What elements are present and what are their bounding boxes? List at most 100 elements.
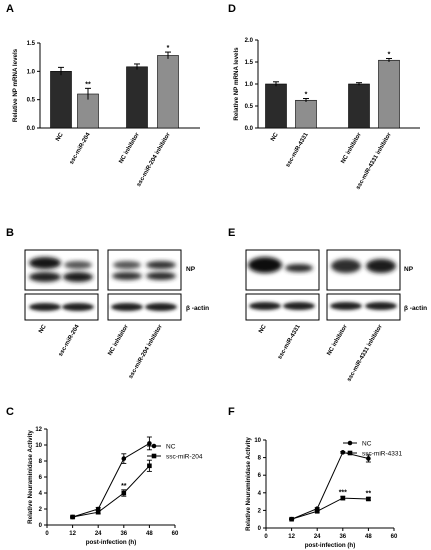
data-point [340, 495, 346, 501]
y-tick-label: 2 [39, 507, 43, 513]
x-tick-label: 12 [288, 534, 295, 540]
data-point [147, 441, 152, 446]
x-tick-label: 36 [339, 534, 346, 540]
y-tick-label: 4 [39, 491, 43, 497]
np-band [146, 261, 176, 269]
legend-label: NC [166, 443, 176, 450]
series-line [72, 465, 150, 518]
lane-label: NC [38, 323, 48, 334]
y-tick-label: 2 [258, 508, 262, 514]
actin-band [330, 302, 362, 310]
actin-band [145, 303, 177, 311]
x-category-label: ssc-miR-4331 [285, 131, 310, 168]
bar [157, 55, 179, 129]
lane-label: ssc-miR-204 [58, 323, 81, 357]
lane-label: ssc-miR-4331 inhibitor [346, 323, 384, 382]
data-point [147, 463, 152, 469]
actin-band-group-e [249, 302, 397, 310]
western-blot-e: NP β -actin NC ssc-miR-4331 NC inhibitor… [245, 249, 427, 383]
legend-marker [151, 443, 157, 449]
np-band [248, 257, 282, 273]
np-band [146, 272, 176, 280]
y-tick-label: 1.5 [27, 41, 36, 47]
np-band-group-e [248, 257, 396, 273]
actin-band-group-b [29, 303, 177, 311]
np-band [113, 261, 141, 269]
series-line [291, 497, 369, 520]
data-point [366, 496, 371, 502]
y-tick-label: 0.5 [245, 104, 254, 110]
bar [50, 71, 72, 129]
data-point [121, 490, 127, 496]
y-tick-label: 8 [39, 459, 43, 465]
panel-letter-e: E [228, 227, 235, 239]
lane-label: NC [258, 323, 268, 334]
actin-band [249, 302, 281, 310]
significance-mark: * [167, 45, 170, 52]
actin-band [62, 303, 94, 311]
x-category-label: NC inhibitor [118, 131, 141, 164]
lane-label: NC inhibitor [107, 323, 130, 356]
y-axis-title: Relative Neuraminidase Activity [245, 437, 252, 531]
legend-label: ssc-miR-204 [166, 453, 203, 460]
y-axis-title: Relative Neuraminidase Activity [27, 430, 34, 524]
legend-marker [347, 450, 353, 456]
data-point [70, 514, 75, 520]
data-point [95, 509, 101, 515]
x-category-label: ssc-miR-204 inhibitor [136, 131, 172, 187]
y-tick-label: 1.0 [245, 82, 254, 88]
x-category-label: NC [270, 131, 280, 142]
bar [265, 83, 287, 129]
y-tick-label: 0 [39, 523, 43, 529]
significance-mark: * [305, 92, 308, 99]
x-category-label: ssc-miR-204 [69, 131, 92, 165]
data-point [121, 456, 127, 461]
np-band [63, 272, 93, 282]
bar [348, 83, 370, 129]
x-axis-title: post-infection (h) [305, 542, 356, 549]
np-band-group-b [29, 257, 176, 282]
x-tick-label: 60 [391, 534, 398, 540]
lane-label: ssc-miR-204 inhibitor [128, 323, 164, 379]
actin-band [29, 303, 61, 311]
series-line [72, 442, 150, 518]
lane-label: NC inhibitor [326, 323, 349, 356]
data-point [340, 450, 346, 455]
x-category-label: NC [55, 131, 65, 142]
np-label-e: NP [404, 266, 414, 273]
np-band [29, 257, 61, 269]
x-tick-label: 12 [69, 531, 76, 537]
np-band [29, 272, 61, 282]
x-tick-label: 24 [314, 534, 321, 540]
x-tick-label: 24 [95, 531, 102, 537]
np-band [285, 264, 313, 272]
significance-mark: ** [121, 483, 127, 490]
x-tick-label: 48 [365, 534, 372, 540]
x-tick-label: 48 [146, 531, 153, 537]
np-band [331, 259, 361, 273]
significance-mark: * [388, 51, 391, 58]
bar [126, 66, 148, 129]
y-tick-label: 0.0 [27, 126, 36, 132]
actin-band [283, 302, 315, 310]
y-tick-label: 6 [39, 475, 43, 481]
y-axis-title: Relative NP mRNA levels [12, 48, 19, 122]
x-tick-label: 36 [120, 531, 127, 537]
significance-mark: ** [366, 491, 372, 498]
y-tick-label: 12 [35, 427, 42, 433]
legend-label: NC [362, 440, 372, 447]
actin-band [111, 303, 143, 311]
panel-letter-d: D [228, 3, 236, 15]
y-tick-label: 1.0 [27, 69, 36, 75]
panel-letter-a: A [6, 3, 14, 15]
bar [295, 99, 317, 129]
x-tick-label: 60 [172, 531, 179, 537]
data-point [366, 456, 371, 461]
y-tick-label: 10 [254, 438, 261, 444]
y-tick-label: 10 [35, 443, 42, 449]
x-tick-label: 0 [264, 534, 268, 540]
panel-letter-c: C [6, 406, 14, 418]
